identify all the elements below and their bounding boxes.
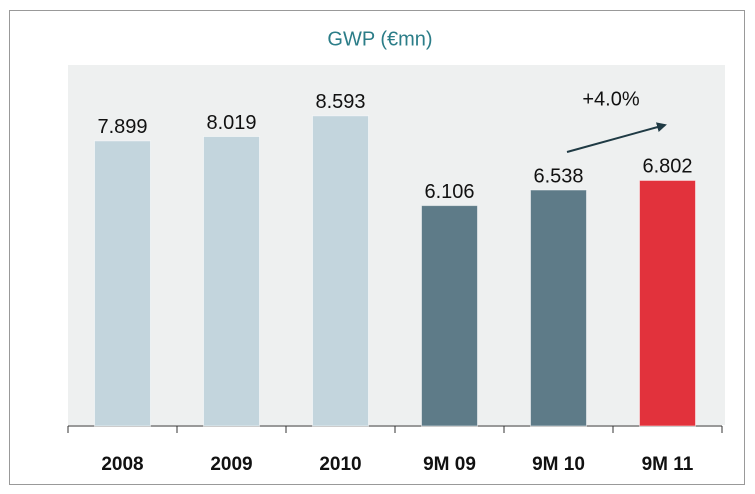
x-tick-label: 2010 [319,454,361,475]
annotation: +4.0% [582,88,639,110]
bar [203,136,260,427]
value-label: 8.593 [315,91,365,113]
chart-title: GWP (€mn) [327,28,432,50]
bar [94,140,151,427]
value-label: 6.106 [424,181,474,203]
value-label: 6.538 [533,165,583,187]
bar [312,115,369,427]
x-tick-label: 9M 11 [642,454,694,475]
x-tick-label: 2009 [210,454,252,475]
bar [530,189,587,427]
bar [639,179,696,427]
value-label: 6.802 [642,156,692,178]
value-label: 7.899 [97,116,147,138]
x-tick-label: 9M 09 [423,454,476,475]
bar [421,205,478,427]
plot-area [68,65,725,425]
growth-arrow [566,122,667,153]
x-tick-label: 9M 10 [532,454,585,475]
x-tick-label: 2008 [101,454,143,475]
value-label: 8.019 [206,112,256,134]
